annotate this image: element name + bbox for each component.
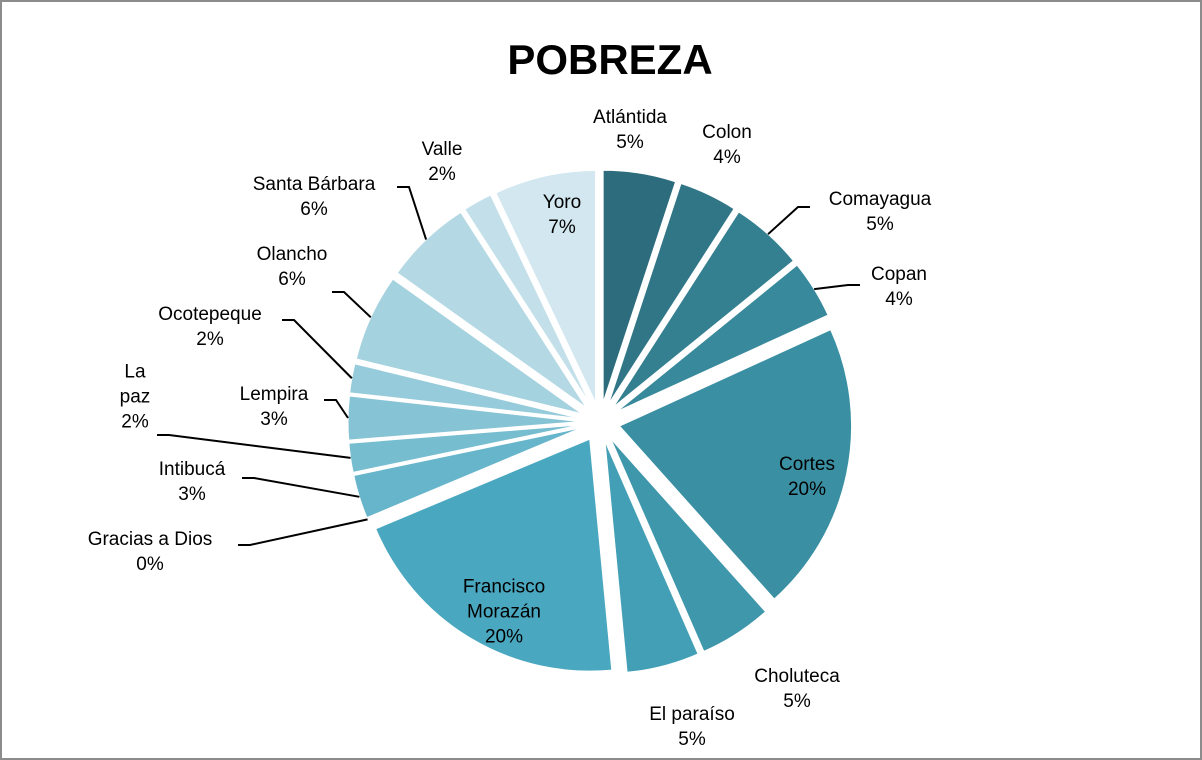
category-label: Choluteca	[754, 666, 840, 687]
leader-line	[767, 206, 810, 235]
data-label: Cortes 20%	[779, 452, 835, 502]
value-label: 20%	[787, 479, 827, 500]
data-label: Gracias a Dios 0%	[88, 527, 213, 577]
category-label: Colon	[702, 122, 752, 143]
data-label: Yoro 7%	[543, 190, 581, 240]
value-label: 20%	[484, 626, 524, 648]
data-label: Atlántida 5%	[593, 105, 667, 155]
pie-slice	[349, 363, 581, 420]
data-label: El paraíso 5%	[649, 702, 735, 752]
value-label: 3%	[260, 409, 288, 430]
pie-slice	[612, 211, 795, 408]
category-label: Comayagua	[828, 189, 932, 210]
category-label: Atlántida	[593, 107, 667, 128]
leader-line	[814, 284, 860, 291]
pie-slice	[396, 211, 587, 408]
value-label: 2%	[428, 164, 456, 185]
value-label: 5%	[783, 691, 811, 712]
leader-line	[397, 186, 428, 240]
pie-slice	[367, 429, 582, 520]
category-label: Yoro	[542, 192, 582, 213]
category-label: Gracias a Dios	[87, 529, 213, 550]
category-label: Olancho	[256, 244, 328, 265]
leader-line	[324, 399, 349, 419]
category-label: Copan	[871, 264, 927, 285]
data-label: Lempira 3%	[240, 382, 309, 432]
data-label: Choluteca 5%	[754, 664, 840, 714]
chart-title: POBREZA	[507, 36, 713, 83]
data-label: Copan 4%	[871, 262, 927, 312]
category-label: Cortes	[779, 454, 835, 475]
pie-slice	[604, 441, 699, 673]
pie-slice	[616, 264, 829, 412]
category-label: La paz	[119, 361, 151, 408]
leader-line	[282, 319, 353, 379]
value-label: 4%	[713, 147, 741, 168]
value-label: 6%	[278, 269, 306, 290]
data-label: Colon 4%	[702, 120, 752, 170]
pie-slice	[602, 169, 677, 403]
category-label: Valle	[421, 139, 463, 160]
pie-slice	[464, 194, 591, 405]
value-label: 5%	[616, 132, 644, 153]
data-label: La paz 2%	[115, 360, 155, 435]
pie-slice	[495, 169, 597, 403]
data-label: Comayagua 5%	[829, 187, 931, 237]
value-label: 6%	[300, 199, 328, 220]
category-label: Lempira	[239, 384, 309, 405]
pie-slice	[355, 278, 583, 415]
leader-line	[242, 477, 360, 498]
data-label: Olancho 6%	[257, 242, 328, 292]
data-label: Valle 2%	[422, 137, 463, 187]
data-label: Ocotepeque 2%	[158, 302, 262, 352]
value-label: 4%	[885, 289, 913, 310]
data-label: Francisco Morazán 20%	[439, 575, 569, 650]
pie-slice	[608, 182, 735, 405]
value-label: 2%	[196, 329, 224, 350]
category-label: Intibucá	[158, 459, 226, 480]
category-label: El paraíso	[649, 704, 735, 725]
value-label: 0%	[136, 554, 164, 575]
data-label: Santa Bárbara 6%	[253, 172, 376, 222]
category-label: Ocotepeque	[158, 304, 262, 325]
value-label: 3%	[178, 484, 206, 505]
category-label: Santa Bárbara	[252, 174, 376, 195]
value-label: 7%	[548, 217, 576, 238]
pie-slice	[353, 427, 582, 519]
leader-line	[157, 434, 351, 459]
value-label: 5%	[866, 214, 894, 235]
pie-slice	[375, 438, 613, 672]
leader-line	[238, 518, 368, 546]
value-label: 5%	[678, 729, 706, 750]
data-label: Intibucá 3%	[159, 457, 226, 507]
leader-line	[332, 291, 372, 319]
pie-slice	[610, 438, 767, 653]
value-label: 2%	[121, 411, 149, 433]
pie-slice	[618, 329, 853, 600]
category-label: Francisco Morazán	[462, 576, 546, 623]
